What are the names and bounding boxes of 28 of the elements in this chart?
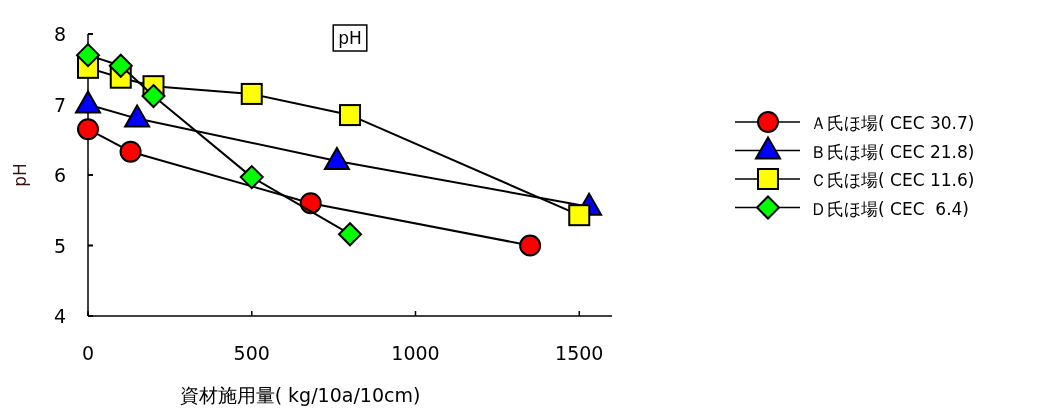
point [240,82,263,105]
point [119,140,142,163]
x-tick-label: 1500 [555,342,604,364]
chart-title: pH [338,28,362,48]
point [77,118,99,141]
x-tick-label: 1000 [391,342,440,364]
y-tick-label: 5 [53,234,66,257]
point [339,104,361,127]
legend-label: Ｄ氏ほ場( CEC 6.4) [810,198,969,219]
point [338,222,362,247]
point [141,84,166,109]
y-tick-label: 6 [53,164,66,186]
y-tick-label: 4 [53,305,66,327]
point [76,43,100,68]
legend-label: Ｃ氏ほ場( CEC 11.6) [810,170,975,190]
point [108,53,133,78]
point [299,192,322,215]
x-tick-label: 500 [233,342,270,364]
x-tick-label: 0 [81,342,95,364]
x-axis-title: 資材施用量( kg/10a/10cm) [179,384,421,406]
legend-label: Ｂ氏ほ場( CEC 21.8) [810,141,975,162]
point [239,165,264,190]
y-axis-title: pH [10,163,30,187]
y-tick-label: 8 [53,23,66,45]
point [568,204,591,227]
legend-label: Ａ氏ほ場( CEC 30.7) [810,113,975,133]
y-tick-label: 7 [53,93,66,116]
point [519,234,542,257]
